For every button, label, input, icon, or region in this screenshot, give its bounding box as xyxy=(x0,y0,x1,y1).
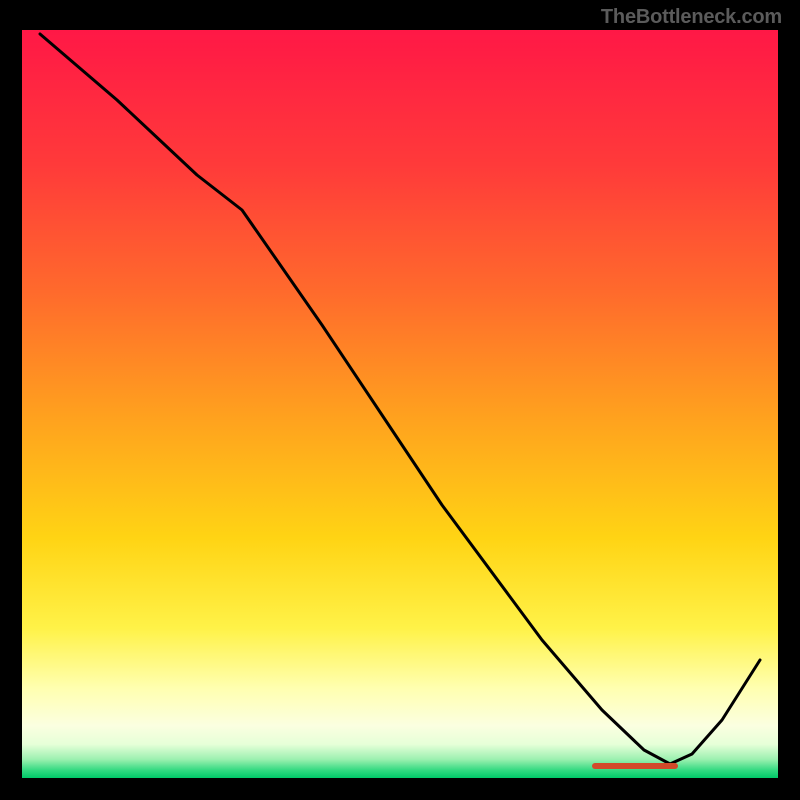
gradient-background xyxy=(22,30,778,778)
plot-area xyxy=(22,30,778,778)
optimum-marker xyxy=(592,763,678,769)
attribution-text: TheBottleneck.com xyxy=(601,6,782,29)
plot-svg xyxy=(22,30,778,778)
chart-container: TheBottleneck.com xyxy=(0,0,800,800)
